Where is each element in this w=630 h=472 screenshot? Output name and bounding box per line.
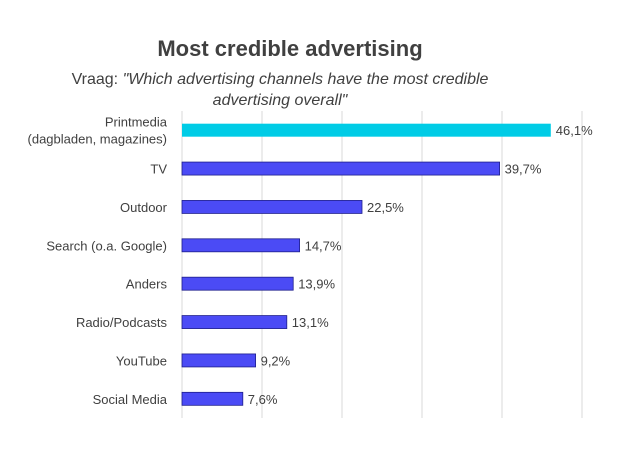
bar-1 bbox=[181, 161, 501, 176]
value-label-7: 7,6% bbox=[248, 392, 278, 407]
category-label-5: Radio/Podcasts bbox=[76, 315, 168, 330]
bar-5 bbox=[181, 315, 288, 329]
value-label-6: 9,2% bbox=[261, 353, 291, 368]
chart-subtitle: Vraag: "Which advertising channels have … bbox=[60, 69, 500, 111]
bar-0 bbox=[182, 123, 551, 137]
category-label-1: TV bbox=[150, 162, 167, 177]
category-label-2: Outdoor bbox=[120, 200, 168, 215]
category-labels: Printmedia (dagbladen, magazines) TV Outdoo… bbox=[28, 115, 168, 407]
value-label-3: 14,7% bbox=[305, 238, 342, 253]
bar-4 bbox=[181, 276, 294, 291]
chart-title: Most credible advertising bbox=[157, 36, 423, 61]
bar-7 bbox=[181, 391, 244, 406]
category-label-3: Search (o.a. Google) bbox=[46, 238, 167, 253]
gridlines bbox=[181, 111, 583, 418]
category-label-6: YouTube bbox=[116, 353, 167, 368]
category-label-4: Anders bbox=[126, 277, 168, 292]
subtitle-prefix: Vraag: bbox=[71, 71, 123, 88]
bar-3 bbox=[181, 238, 300, 253]
value-label-0: 46,1% bbox=[556, 123, 593, 138]
value-label-2: 22,5% bbox=[367, 200, 404, 215]
bar-2 bbox=[181, 200, 363, 214]
value-label-5: 13,1% bbox=[292, 315, 329, 330]
value-label-1: 39,7% bbox=[505, 162, 542, 177]
value-labels: 46,1% 39,7% 22,5% 14,7% 13,9% 13,1% 9,2% 7,6% bbox=[248, 123, 593, 407]
bar-6 bbox=[181, 353, 256, 368]
subtitle-question: "Which advertising channels have the mos… bbox=[122, 71, 489, 109]
value-label-4: 13,9% bbox=[298, 277, 335, 292]
bars bbox=[181, 123, 551, 406]
category-label-7: Social Media bbox=[93, 392, 168, 407]
category-label-0: Printmedia (dagbladen, magazines) bbox=[28, 115, 168, 147]
